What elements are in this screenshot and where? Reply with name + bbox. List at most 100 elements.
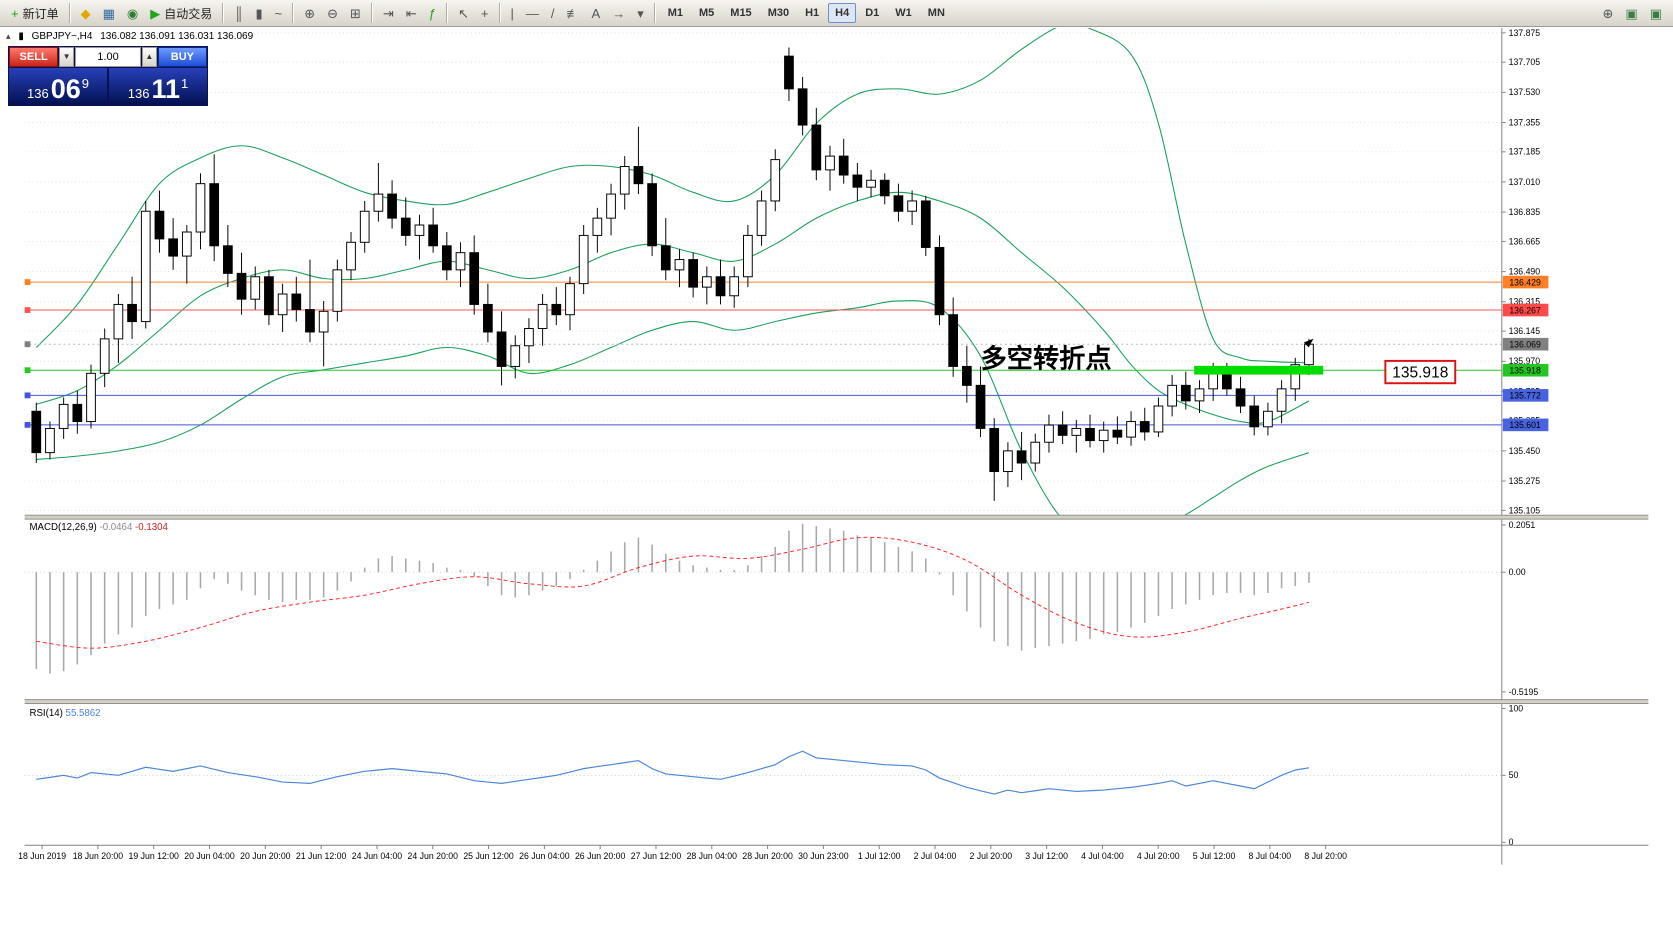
cursor-button[interactable]: ↖ xyxy=(453,1,474,25)
cursor-icon: ↖ xyxy=(458,5,469,21)
vertical-line-button[interactable]: | xyxy=(506,1,519,25)
crosshair-button[interactable]: + xyxy=(476,1,494,25)
svg-text:137.875: 137.875 xyxy=(1509,28,1541,38)
timeframe-d1-button[interactable]: D1 xyxy=(865,7,880,19)
chart-ohlc-header: ▴ ▮ GBPJPY~,H4 136.082 136.091 136.031 1… xyxy=(6,31,258,42)
svg-text:19 Jun 12:00: 19 Jun 12:00 xyxy=(129,851,180,861)
chart-background[interactable] xyxy=(24,28,1649,924)
bollinger-lower-band xyxy=(36,300,1310,516)
timeframe-w1-button[interactable]: W1 xyxy=(895,7,912,19)
svg-text:0.00: 0.00 xyxy=(1509,567,1526,577)
toolbar-separator xyxy=(498,3,501,23)
svg-text:8 Jul 20:00: 8 Jul 20:00 xyxy=(1304,851,1347,861)
candlestick-chart-button[interactable]: ▮ xyxy=(250,1,267,25)
svg-text:135.918: 135.918 xyxy=(1392,364,1448,381)
text-label-button[interactable]: A xyxy=(587,1,606,25)
tile-windows-button[interactable]: ⊞ xyxy=(345,1,366,25)
timeframe-h1-button[interactable]: H1 xyxy=(805,7,820,19)
timeframe-mn-button[interactable]: MN xyxy=(927,7,945,19)
buy-price-display[interactable]: 136 11 1 xyxy=(109,68,207,105)
price-axis[interactable]: 137.875 137.705 137.530 137.355 137.185 137.0… xyxy=(1501,28,1549,865)
vertical-line-icon: | xyxy=(510,5,514,21)
chart-canvas[interactable]: 多空转折点 135.918 137.875 137.705 137.530 137.355… xyxy=(0,28,1673,951)
toolbar-separator xyxy=(653,3,656,23)
macd-header: MACD(12,26,9) -0.0464 -0.1304 xyxy=(29,522,168,533)
trade-panel-controls: SELL ▼ ▲ BUY xyxy=(9,47,207,67)
trade-panel-collapse-toggle[interactable]: ▴ xyxy=(6,31,11,41)
trendline-icon: / xyxy=(550,5,555,21)
support-zone-rectangle[interactable] xyxy=(1194,365,1324,375)
svg-text:3 Jul 12:00: 3 Jul 12:00 xyxy=(1025,851,1068,861)
new-order-button[interactable]: + 新订单 xyxy=(6,1,64,25)
market-button[interactable]: ◉ xyxy=(122,1,143,25)
sell-button[interactable]: SELL xyxy=(9,47,59,67)
panel-splitter[interactable] xyxy=(24,514,1649,520)
volume-down-button[interactable]: ▼ xyxy=(59,47,74,67)
profiles-button[interactable]: ◆ xyxy=(76,1,96,25)
time-axis[interactable]: 18 Jun 2019 18 Jun 20:00 19 Jun 12:00 20 Ju… xyxy=(18,844,1649,861)
rsi-panel: RSI(14) 55.5862 100 50 0 xyxy=(24,703,1523,847)
objects-dropdown[interactable]: ▾ xyxy=(632,1,649,25)
svg-text:4 Jul 20:00: 4 Jul 20:00 xyxy=(1137,851,1180,861)
svg-text:18 Jun 2019: 18 Jun 2019 xyxy=(18,851,66,861)
zoom-out-icon: ⊖ xyxy=(327,5,339,21)
price-badge-136.267: 136.267 xyxy=(1502,303,1549,317)
svg-text:28 Jun 20:00: 28 Jun 20:00 xyxy=(742,851,793,861)
chart-type-icon: ▮ xyxy=(18,31,24,42)
timeframe-m5-button[interactable]: M5 xyxy=(699,7,715,19)
timeframe-m15-button[interactable]: M15 xyxy=(730,7,752,19)
timeframe-m1-button[interactable]: M1 xyxy=(667,7,683,19)
svg-text:137.010: 137.010 xyxy=(1509,177,1541,187)
svg-text:137.530: 137.530 xyxy=(1509,87,1541,97)
chart-shift-button[interactable]: ⇤ xyxy=(401,1,422,25)
svg-text:136.490: 136.490 xyxy=(1509,267,1541,277)
window-cascade-button[interactable]: ▣ xyxy=(1645,1,1667,25)
zoom-in-button[interactable]: ⊕ xyxy=(299,1,320,25)
auto-scroll-button[interactable]: ⇥ xyxy=(378,1,399,25)
bar-chart-button[interactable]: ║ xyxy=(229,1,248,25)
market-icon: ◉ xyxy=(126,5,139,21)
new-order-button-label: 新订单 xyxy=(22,6,59,21)
hline-135.772[interactable] xyxy=(24,392,1502,399)
svg-text:18 Jun 20:00: 18 Jun 20:00 xyxy=(73,851,124,861)
svg-text:135.918: 135.918 xyxy=(1509,366,1541,376)
auto-trading-button[interactable]: ▶ 自动交易 xyxy=(145,1,217,25)
svg-text:5 Jul 12:00: 5 Jul 12:00 xyxy=(1193,851,1236,861)
timeframe-h4-button[interactable]: H4 xyxy=(828,3,857,23)
sell-price-display[interactable]: 136 06 9 xyxy=(9,68,107,105)
fibonacci-button[interactable]: ≢ xyxy=(562,1,585,25)
svg-text:26 Jun 04:00: 26 Jun 04:00 xyxy=(519,851,570,861)
svg-text:135.105: 135.105 xyxy=(1509,505,1541,515)
zoom-out-button[interactable]: ⊖ xyxy=(322,1,343,25)
svg-text:20 Jun 20:00: 20 Jun 20:00 xyxy=(240,851,291,861)
toolbar-separator xyxy=(292,3,295,23)
buy-price-big: 11 xyxy=(151,74,180,104)
svg-text:25 Jun 12:00: 25 Jun 12:00 xyxy=(463,851,514,861)
bollinger-upper-band xyxy=(35,28,1309,364)
timeframe-m30-button[interactable]: M30 xyxy=(767,7,790,19)
turning-point-annotation[interactable]: 多空转折点 xyxy=(981,344,1112,374)
indicators-button[interactable]: ƒ xyxy=(424,1,441,25)
arrows-icon: → xyxy=(612,5,626,21)
buy-button[interactable]: BUY xyxy=(157,47,207,67)
toolbar-right-groups: ⊕ ▣ ▣ xyxy=(1597,0,1669,26)
magnifier-plus-button[interactable]: ⊕ xyxy=(1598,1,1619,25)
volume-up-button[interactable]: ▲ xyxy=(142,47,157,67)
trendline-button[interactable]: / xyxy=(546,1,560,25)
svg-text:1 Jul 12:00: 1 Jul 12:00 xyxy=(858,851,901,861)
window-tile-button[interactable]: ▣ xyxy=(1620,1,1642,25)
svg-text:0.2051: 0.2051 xyxy=(1509,520,1536,530)
rsi-line xyxy=(36,750,1310,795)
line-chart-icon: ~ xyxy=(274,5,283,21)
svg-text:135.275: 135.275 xyxy=(1509,476,1541,486)
svg-text:28 Jun 04:00: 28 Jun 04:00 xyxy=(687,851,738,861)
price-note-box[interactable]: 135.918 xyxy=(1384,359,1457,385)
horizontal-line-button[interactable]: — xyxy=(521,1,544,25)
new-chart-button[interactable]: ▦ xyxy=(98,1,120,25)
svg-text:135.772: 135.772 xyxy=(1509,391,1541,401)
arrows-button[interactable]: → xyxy=(607,1,630,25)
volume-input[interactable] xyxy=(75,47,141,67)
panel-splitter[interactable] xyxy=(24,699,1649,704)
tile-windows-icon: ⊞ xyxy=(350,5,361,21)
line-chart-button[interactable]: ~ xyxy=(270,1,288,25)
